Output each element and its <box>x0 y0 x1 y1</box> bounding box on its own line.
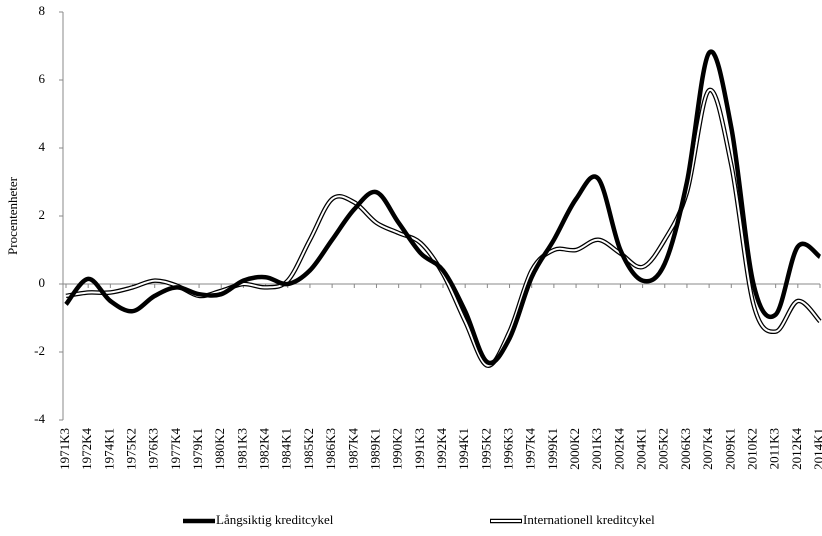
x-tick-label: 2010K2 <box>744 428 759 470</box>
x-tick-label: 1991K3 <box>412 428 427 470</box>
x-tick-label: 1992K4 <box>434 428 449 470</box>
y-tick-label: -4 <box>34 411 45 426</box>
x-tick-label: 1990K2 <box>390 428 405 470</box>
x-tick-label: 2004K1 <box>634 428 649 470</box>
x-tick-label: 2007K4 <box>700 428 715 470</box>
x-tick-label: 2002K4 <box>611 428 626 470</box>
y-tick-label: 8 <box>39 3 46 18</box>
x-tick-label: 1999K1 <box>545 428 560 470</box>
legend-label: Långsiktig kreditcykel <box>216 512 334 527</box>
x-tick-label: 2011K3 <box>767 428 782 469</box>
y-tick-label: 2 <box>39 207 46 222</box>
x-tick-label: 1989K1 <box>367 428 382 470</box>
x-tick-label: 1997K4 <box>523 428 538 470</box>
x-tick-label: 1971K3 <box>57 428 72 470</box>
x-tick-label: 1996K3 <box>501 428 516 470</box>
x-tick-label: 1975K2 <box>124 428 139 470</box>
x-tick-label: 1974K1 <box>101 428 116 470</box>
x-tick-label: 2006K3 <box>678 428 693 470</box>
y-tick-label: -2 <box>34 343 45 358</box>
x-tick-label: 1980K2 <box>212 428 227 470</box>
y-tick-label: 0 <box>39 275 46 290</box>
x-tick-label: 2005K2 <box>656 428 671 470</box>
x-tick-label: 1977K4 <box>168 428 183 470</box>
x-tick-label: 2000K2 <box>567 428 582 470</box>
x-tick-label: 2001K3 <box>589 428 604 470</box>
x-tick-label: 2014K1 <box>811 428 822 470</box>
legend-label: Internationell kreditcykel <box>523 512 655 527</box>
x-tick-label: 2009K1 <box>722 428 737 470</box>
x-tick-label: 1986K3 <box>323 428 338 470</box>
y-tick-label: 4 <box>39 139 46 154</box>
x-tick-label: 1984K1 <box>279 428 294 470</box>
series-line <box>65 87 822 368</box>
x-tick-label: 1987K4 <box>345 428 360 470</box>
x-tick-label: 1981K3 <box>234 428 249 470</box>
x-tick-label: 2012K4 <box>789 428 804 470</box>
x-tick-label: 1979K1 <box>190 428 205 470</box>
x-tick-label: 1976K3 <box>146 428 161 470</box>
x-tick-label: 1994K1 <box>456 428 471 470</box>
series-line-inner <box>65 89 821 367</box>
y-tick-label: 6 <box>39 71 46 86</box>
series-line <box>64 49 822 366</box>
x-tick-label: 1972K4 <box>79 428 94 470</box>
x-tick-label: 1985K2 <box>301 428 316 470</box>
y-axis-label: Procentenheter <box>5 176 20 255</box>
x-tick-label: 1982K4 <box>257 428 272 470</box>
x-tick-label: 1995K2 <box>478 428 493 470</box>
